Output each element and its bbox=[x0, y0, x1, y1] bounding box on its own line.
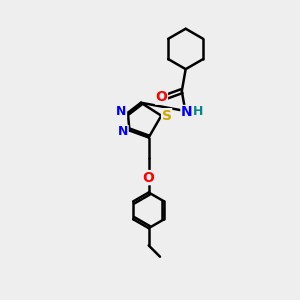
Text: O: O bbox=[143, 171, 154, 184]
Text: O: O bbox=[155, 90, 167, 104]
Text: S: S bbox=[162, 109, 172, 123]
Text: N: N bbox=[116, 105, 127, 118]
Text: N: N bbox=[118, 125, 128, 139]
Text: H: H bbox=[193, 104, 203, 118]
Text: N: N bbox=[181, 106, 193, 119]
